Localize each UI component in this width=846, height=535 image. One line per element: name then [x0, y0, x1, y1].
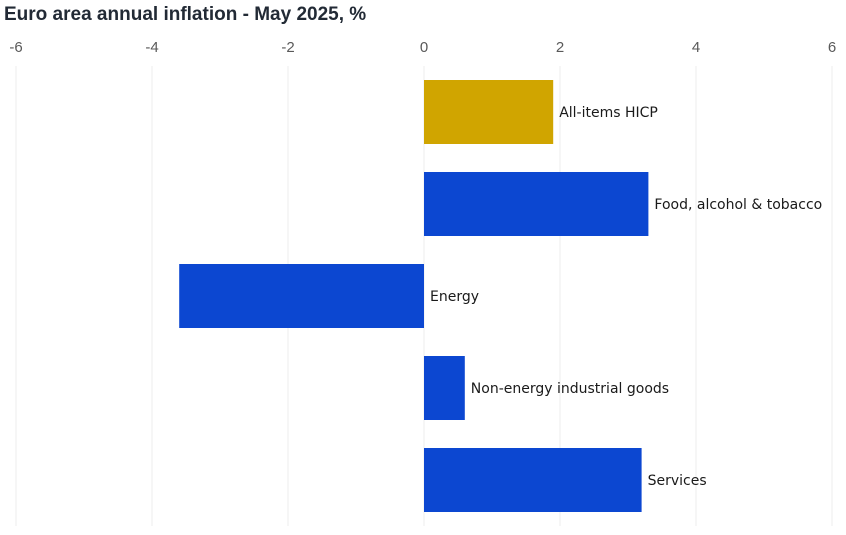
bar	[179, 264, 424, 328]
category-label: Food, alcohol & tobacco	[654, 197, 822, 213]
category-label: Non-energy industrial goods	[471, 381, 669, 397]
x-tick-label: -4	[145, 39, 158, 56]
chart-title: Euro area annual inflation - May 2025, %	[4, 4, 367, 25]
bar	[424, 448, 642, 512]
bars	[179, 80, 649, 512]
x-tick-label: -2	[281, 39, 294, 56]
bar	[424, 172, 649, 236]
x-tick-label: 6	[828, 39, 836, 56]
category-label: Services	[648, 473, 707, 489]
category-label: Energy	[430, 289, 479, 305]
category-label: All-items HICP	[559, 105, 658, 121]
bar-labels: All-items HICP Food, alcohol & tobacco Ene…	[430, 105, 822, 489]
x-tick-label: 4	[692, 39, 700, 56]
x-tick-label: 2	[556, 39, 564, 56]
x-tick-label: 0	[420, 39, 428, 56]
x-axis-ticks: -6 -4 -2 0 2 4 6	[9, 39, 836, 56]
bar	[424, 80, 554, 144]
x-tick-label: -6	[9, 39, 22, 56]
bar	[424, 356, 465, 420]
